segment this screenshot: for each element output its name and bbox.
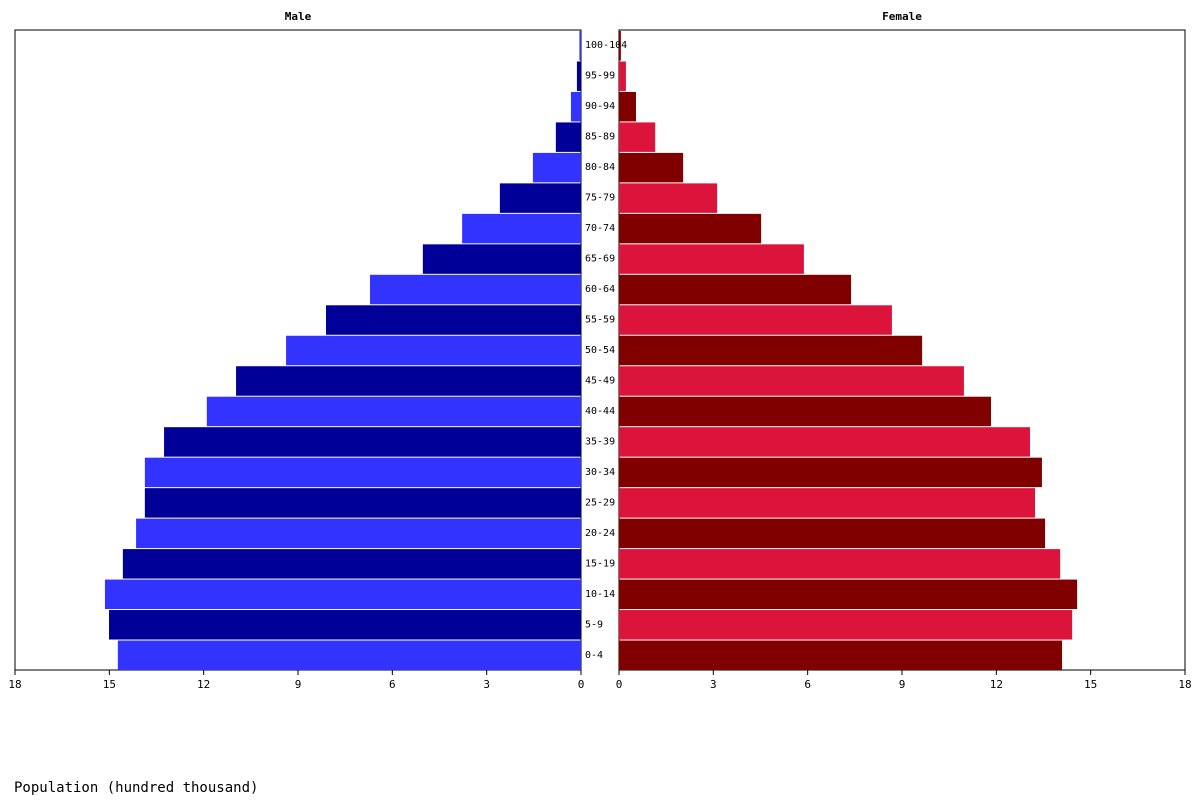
bar	[370, 274, 581, 305]
category-label: 75-79	[585, 193, 615, 204]
x-tick-label: 6	[804, 678, 811, 691]
bar	[619, 427, 1030, 457]
bar	[619, 488, 1036, 518]
x-tick-label: 0	[616, 678, 623, 691]
bar	[555, 122, 581, 152]
panel-title: Male	[285, 10, 312, 23]
bar	[619, 152, 684, 183]
x-tick-label: 12	[197, 678, 210, 691]
bar	[104, 579, 581, 610]
x-tick-label: 18	[8, 678, 21, 691]
bar	[619, 274, 852, 305]
bar	[325, 305, 581, 335]
bar	[619, 610, 1073, 640]
bar	[576, 61, 581, 91]
category-label: 80-84	[585, 162, 615, 173]
bar	[619, 579, 1078, 610]
x-tick-label: 6	[389, 678, 396, 691]
category-label: 15-19	[585, 558, 615, 569]
category-label: 50-54	[585, 345, 615, 356]
category-label: 90-94	[585, 101, 615, 112]
x-tick-label: 18	[1178, 678, 1191, 691]
category-label: 40-44	[585, 406, 615, 417]
bar	[286, 335, 581, 366]
bar	[499, 183, 581, 213]
category-label: 20-24	[585, 528, 615, 539]
bar	[619, 396, 991, 427]
bar	[144, 457, 582, 488]
category-label: 0-4	[585, 650, 603, 661]
bar	[619, 518, 1046, 549]
category-label: 5-9	[585, 619, 603, 630]
bar	[619, 122, 656, 152]
category-label: 95-99	[585, 71, 615, 82]
x-tick-label: 12	[990, 678, 1003, 691]
bar	[136, 518, 582, 549]
category-label: 35-39	[585, 436, 615, 447]
bar	[619, 244, 804, 274]
bar	[619, 549, 1061, 579]
x-tick-label: 15	[1084, 678, 1097, 691]
bar	[619, 335, 923, 366]
x-tick-label: 3	[483, 678, 490, 691]
bar	[206, 396, 582, 427]
x-axis-label: Population (hundred thousand)	[14, 780, 258, 796]
bar	[619, 366, 964, 396]
bar	[619, 640, 1063, 670]
category-label: 70-74	[585, 223, 615, 234]
x-tick-label: 3	[710, 678, 717, 691]
bar	[619, 213, 762, 244]
x-tick-label: 9	[295, 678, 302, 691]
bar	[619, 183, 718, 213]
bar	[144, 488, 582, 518]
bar	[109, 610, 581, 640]
category-label: 85-89	[585, 132, 615, 143]
x-tick-label: 9	[899, 678, 906, 691]
bar	[462, 213, 581, 244]
panel-title: Female	[882, 10, 922, 23]
category-label: 100-104	[585, 40, 627, 51]
category-label: 45-49	[585, 375, 615, 386]
bar	[236, 366, 581, 396]
x-tick-label: 0	[578, 678, 585, 691]
category-label: 30-34	[585, 467, 615, 478]
bar	[619, 61, 626, 91]
bar	[579, 31, 581, 61]
category-label: 25-29	[585, 497, 615, 508]
bar	[422, 244, 581, 274]
x-tick-label: 15	[103, 678, 116, 691]
category-label: 65-69	[585, 254, 615, 265]
bar	[122, 549, 582, 579]
bar	[570, 91, 581, 122]
bar	[117, 640, 581, 670]
bar	[164, 427, 581, 457]
category-label: 55-59	[585, 315, 615, 326]
bar	[619, 91, 636, 122]
bar	[532, 152, 581, 183]
category-label: 60-64	[585, 284, 615, 295]
bar	[619, 31, 621, 61]
bar	[619, 305, 892, 335]
bar	[619, 457, 1042, 488]
category-label: 10-14	[585, 589, 615, 600]
